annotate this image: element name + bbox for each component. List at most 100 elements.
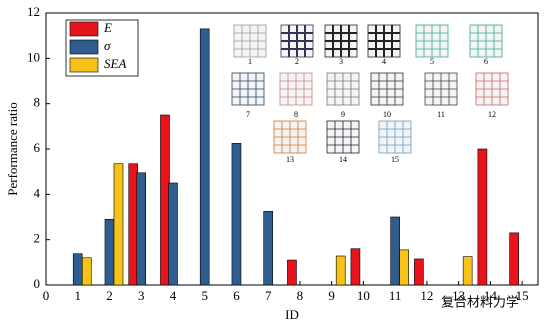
bar: [160, 114, 170, 286]
inset-label: 14: [339, 155, 347, 164]
inset-pattern: [280, 73, 312, 105]
bar: [199, 28, 210, 286]
inset-label: 15: [391, 155, 399, 164]
bar: [72, 253, 83, 286]
legend-label: SEA: [104, 56, 126, 71]
inset-image: [279, 72, 313, 106]
x-tick-label: 11: [389, 288, 402, 303]
bar: [136, 172, 147, 286]
x-tick-label: 5: [201, 288, 208, 303]
bar: [128, 163, 139, 286]
inset-label: 7: [246, 110, 250, 119]
inset-pattern: [379, 121, 411, 153]
inset-image: [367, 24, 401, 58]
bar: [509, 232, 519, 286]
y-tick-label: 6: [34, 140, 41, 155]
inset-label: 10: [383, 110, 391, 119]
x-tick-label: 8: [297, 288, 304, 303]
inset-pattern: [327, 73, 359, 105]
bar: [104, 218, 115, 286]
inset-pattern: [327, 121, 359, 153]
inset-pattern: [371, 73, 403, 105]
y-tick-label: 8: [34, 95, 41, 110]
legend-swatch: [69, 39, 99, 55]
inset-label: 6: [484, 57, 488, 66]
bar: [168, 182, 178, 286]
x-tick-label: 6: [233, 288, 240, 303]
y-tick-label: 10: [27, 49, 40, 64]
bar: [113, 163, 124, 286]
inset-pattern: [379, 121, 411, 153]
inset-label: 5: [430, 57, 434, 66]
inset-label: 2: [295, 57, 299, 66]
bar: [287, 259, 297, 286]
inset-label: 8: [294, 110, 298, 119]
legend-label: E: [103, 20, 112, 35]
inset-label: 9: [341, 110, 345, 119]
y-tick-label: 0: [34, 276, 41, 291]
inset-image: [424, 72, 458, 106]
legend-swatch: [69, 21, 99, 37]
x-tick-label: 1: [74, 288, 81, 303]
inset-pattern: [416, 25, 448, 57]
inset-pattern: [274, 121, 306, 153]
inset-label: 1: [248, 57, 252, 66]
inset-image: [324, 24, 358, 58]
x-tick-label: 10: [357, 288, 370, 303]
inset-image: [233, 24, 267, 58]
inset-pattern: [234, 25, 266, 57]
inset-label: 13: [286, 155, 294, 164]
inset-pattern: [476, 73, 508, 105]
inset-image: [231, 72, 265, 106]
inset-pattern: [327, 121, 359, 153]
inset-pattern: [232, 73, 264, 105]
inset-image: [370, 72, 404, 106]
inset-pattern: [368, 25, 400, 57]
inset-pattern: [470, 25, 502, 57]
inset-label: 12: [488, 110, 496, 119]
inset-pattern: [470, 25, 502, 57]
y-axis-label: Performance ratio: [5, 102, 20, 195]
bar: [390, 216, 400, 286]
inset-image: [378, 120, 412, 154]
legend-swatch: [69, 57, 99, 73]
x-tick-label: 13: [452, 288, 465, 303]
inset-pattern: [325, 25, 357, 57]
inset-pattern: [281, 25, 313, 57]
inset-pattern: [274, 121, 306, 153]
inset-image: [415, 24, 449, 58]
bar: [335, 255, 346, 286]
inset-pattern: [425, 73, 457, 105]
bar: [399, 249, 409, 286]
bar: [81, 257, 92, 286]
bar: [477, 148, 488, 286]
inset-image: [475, 72, 509, 106]
inset-pattern: [234, 25, 266, 57]
x-tick-label: 14: [484, 288, 498, 303]
y-tick-label: 4: [34, 185, 41, 200]
inset-pattern: [368, 25, 400, 57]
x-tick-label: 0: [43, 288, 50, 303]
bar: [263, 211, 273, 286]
inset-image: [273, 120, 307, 154]
inset-pattern: [425, 73, 457, 105]
bar: [462, 256, 473, 286]
x-tick-label: 3: [138, 288, 145, 303]
x-tick-label: 9: [328, 288, 335, 303]
inset-image: [326, 72, 360, 106]
x-tick-label: 4: [170, 288, 177, 303]
x-tick-label: 12: [420, 288, 433, 303]
inset-pattern: [416, 25, 448, 57]
inset-pattern: [476, 73, 508, 105]
inset-pattern: [232, 73, 264, 105]
legend-label: σ: [104, 38, 111, 53]
inset-pattern: [327, 73, 359, 105]
inset-image: [469, 24, 503, 58]
inset-pattern: [371, 73, 403, 105]
inset-label: 3: [339, 57, 343, 66]
x-tick-label: 2: [106, 288, 113, 303]
x-tick-label: 15: [516, 288, 529, 303]
inset-label: 4: [382, 57, 386, 66]
inset-image: [326, 120, 360, 154]
